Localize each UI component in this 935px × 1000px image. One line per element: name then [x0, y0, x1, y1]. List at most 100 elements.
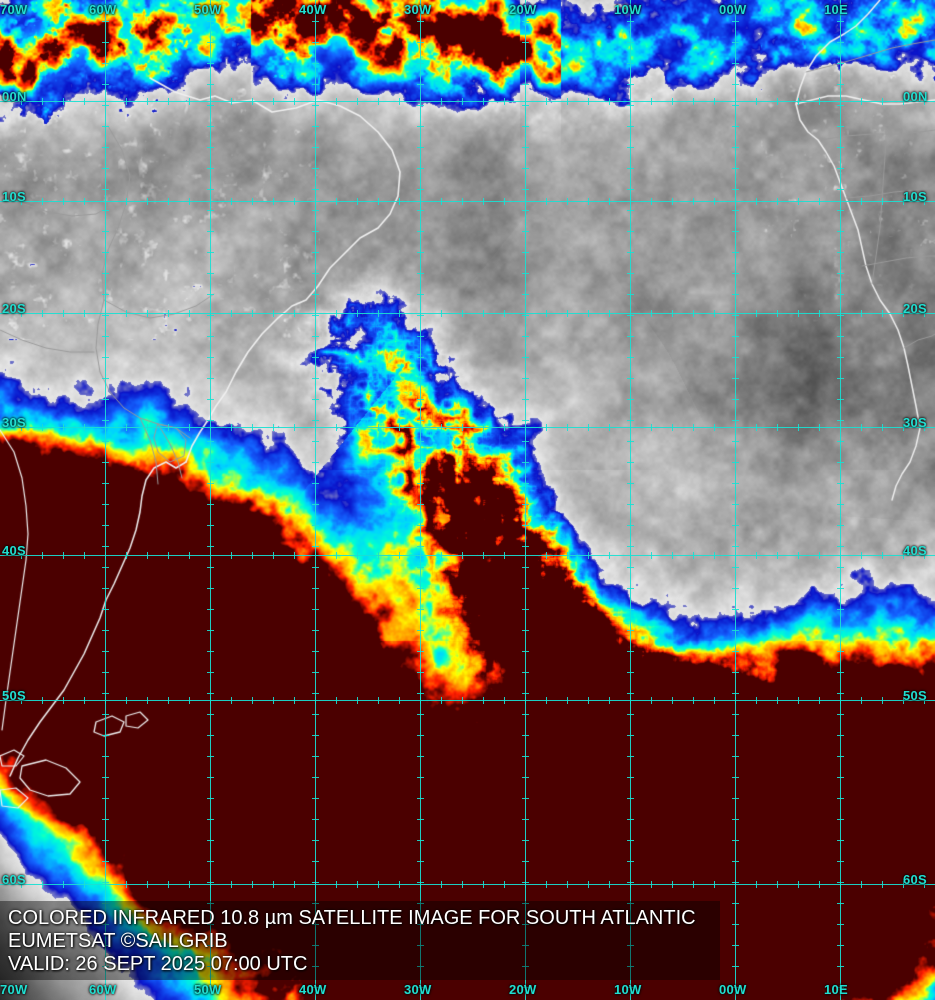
grid-tick — [732, 987, 739, 988]
grid-tick — [504, 310, 505, 317]
grid-tick — [672, 697, 673, 704]
grid-tick — [399, 310, 400, 317]
grid-tick — [336, 198, 337, 205]
grid-tick — [312, 105, 319, 106]
grid-tick — [861, 552, 862, 559]
grid-tick — [627, 357, 634, 358]
grid-tick — [207, 336, 214, 337]
grid-tick — [861, 881, 862, 888]
grid-tick — [525, 424, 526, 431]
grid-tick — [627, 882, 634, 883]
grid-tick — [84, 98, 85, 105]
grid-tick — [732, 588, 739, 589]
grid-tick — [102, 777, 109, 778]
grid-tick — [294, 424, 295, 431]
grid-tick — [102, 798, 109, 799]
grid-tick — [732, 924, 739, 925]
grid-label-lat-left-40s: 40S — [2, 543, 27, 558]
grid-tick — [627, 714, 634, 715]
grid-tick — [207, 147, 214, 148]
grid-tick — [207, 903, 214, 904]
grid-tick — [819, 198, 820, 205]
grid-tick — [102, 42, 109, 43]
grid-tick — [837, 546, 844, 547]
grid-tick — [378, 310, 379, 317]
grid-tick — [315, 310, 316, 317]
gridline-lon-20w — [525, 0, 526, 1000]
grid-tick — [732, 147, 739, 148]
grid-tick — [207, 798, 214, 799]
grid-tick — [732, 966, 739, 967]
grid-tick — [357, 697, 358, 704]
grid-tick — [207, 420, 214, 421]
grid-tick — [312, 231, 319, 232]
grid-tick — [102, 693, 109, 694]
grid-tick — [837, 42, 844, 43]
grid-tick — [207, 441, 214, 442]
grid-tick — [627, 84, 634, 85]
grid-tick — [357, 881, 358, 888]
grid-tick — [294, 310, 295, 317]
grid-tick — [102, 315, 109, 316]
gridline-lon-60w — [105, 0, 106, 1000]
grid-tick — [732, 714, 739, 715]
grid-tick — [441, 697, 442, 704]
grid-tick — [84, 198, 85, 205]
grid-tick — [441, 552, 442, 559]
grid-tick — [102, 462, 109, 463]
grid-tick — [732, 609, 739, 610]
grid-tick — [522, 819, 529, 820]
grid-tick — [312, 693, 319, 694]
grid-tick — [312, 861, 319, 862]
grid-tick — [627, 210, 634, 211]
grid-tick — [819, 552, 820, 559]
grid-tick — [417, 273, 424, 274]
grid-tick — [756, 697, 757, 704]
grid-tick — [651, 552, 652, 559]
grid-tick — [651, 310, 652, 317]
grid-tick — [315, 424, 316, 431]
grid-tick — [312, 756, 319, 757]
grid-tick — [609, 881, 610, 888]
grid-tick — [417, 693, 424, 694]
grid-tick — [732, 861, 739, 862]
grid-tick — [273, 98, 274, 105]
grid-label-lon-40w: 40W — [299, 982, 327, 997]
grid-tick — [207, 273, 214, 274]
grid-tick — [522, 189, 529, 190]
grid-tick — [627, 273, 634, 274]
grid-tick — [522, 651, 529, 652]
grid-label-lat-left-30s: 30S — [2, 415, 27, 430]
grid-tick — [735, 424, 736, 431]
grid-tick — [627, 945, 634, 946]
grid-tick — [903, 98, 904, 105]
grid-tick — [210, 552, 211, 559]
grid-tick — [207, 525, 214, 526]
grid-tick — [522, 252, 529, 253]
grid-tick — [732, 945, 739, 946]
gridline-lat-50s — [0, 700, 935, 701]
grid-tick — [417, 483, 424, 484]
grid-label-lon-60w: 60W — [89, 982, 117, 997]
grid-tick — [627, 420, 634, 421]
grid-tick — [102, 231, 109, 232]
grid-tick — [312, 252, 319, 253]
gridline-lon-10w — [630, 0, 631, 1000]
grid-tick — [312, 483, 319, 484]
grid-tick — [861, 198, 862, 205]
grid-tick — [732, 441, 739, 442]
grid-tick — [483, 552, 484, 559]
grid-tick — [732, 777, 739, 778]
grid-tick — [522, 462, 529, 463]
grid-tick — [732, 483, 739, 484]
grid-tick — [102, 924, 109, 925]
grid-tick — [627, 315, 634, 316]
grid-tick — [252, 310, 253, 317]
grid-tick — [21, 697, 22, 704]
grid-tick — [252, 198, 253, 205]
grid-tick — [627, 798, 634, 799]
grid-tick — [312, 777, 319, 778]
grid-tick — [777, 310, 778, 317]
grid-tick — [627, 441, 634, 442]
